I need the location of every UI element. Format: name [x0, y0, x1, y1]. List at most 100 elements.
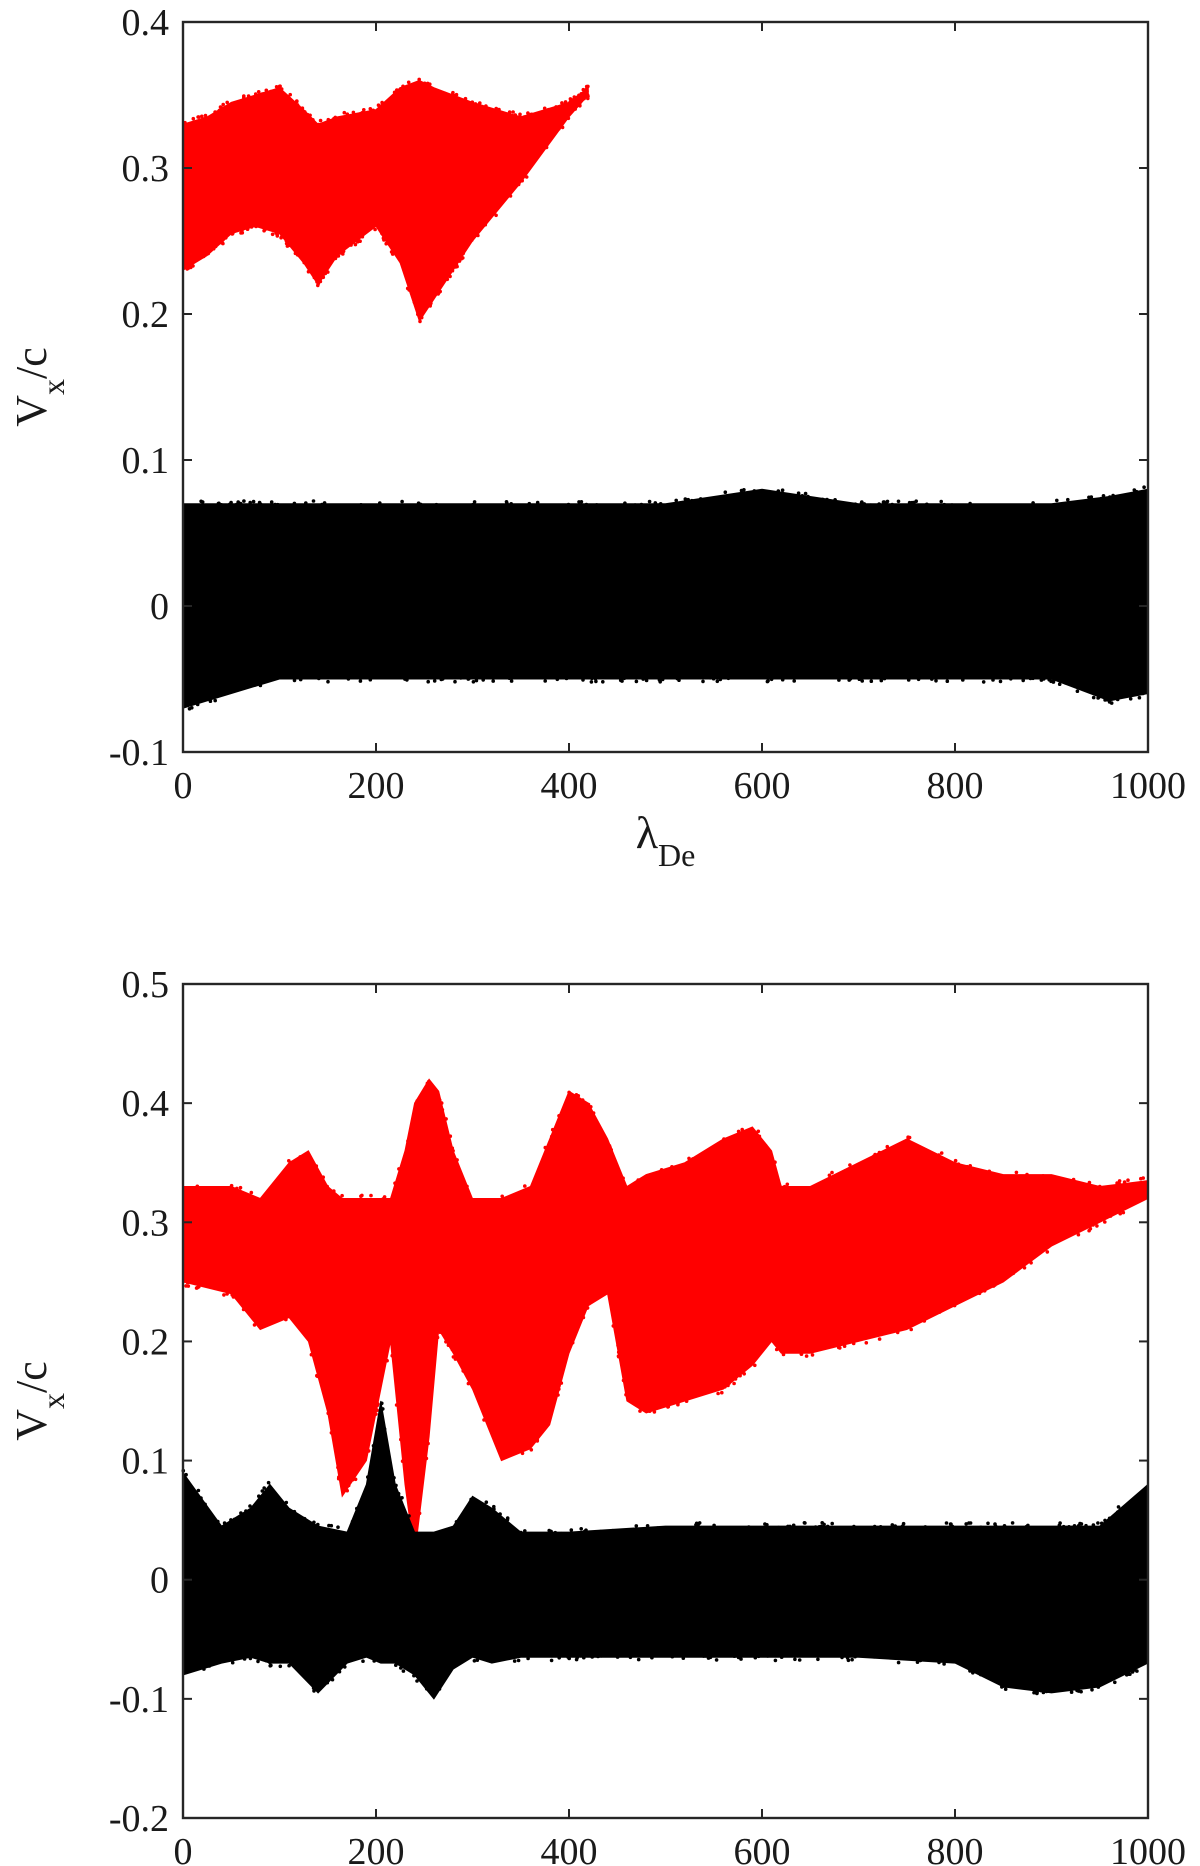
top-black-data-point [1087, 495, 1091, 500]
bottom-black-data-point [766, 1651, 771, 1655]
bottom-red-data-point [843, 1169, 848, 1173]
top-black-data-point [751, 491, 756, 496]
bottom-black-data-point [286, 1510, 290, 1514]
bottom-black-data-point [526, 1656, 530, 1661]
top-black-data-point [1054, 506, 1059, 511]
bottom-black-data-point [932, 1657, 937, 1662]
bottom-red-data-point [1045, 1177, 1049, 1182]
bottom-black-data-point [852, 1524, 856, 1529]
bottom-black-data-point [598, 1529, 603, 1534]
bottom-red-data-point [329, 1431, 334, 1435]
top-black-data-point [885, 499, 890, 504]
top-black-data-point [1128, 697, 1133, 701]
top-red-data-point [306, 269, 311, 274]
bottom-black-data-point [566, 1536, 570, 1541]
bottom-red-data-point [624, 1392, 628, 1397]
bottom-red-data-point [827, 1173, 832, 1178]
bottom-black-data-point [488, 1654, 493, 1659]
bottom-black-data-point [1091, 1523, 1096, 1527]
bottom-red-data-point [522, 1447, 526, 1452]
bottom-black-data-point [536, 1536, 541, 1540]
bottom-red-data-point [535, 1438, 540, 1442]
top-red-data-point [203, 113, 208, 118]
bottom-black-data-point [652, 1527, 657, 1531]
top-black-data-point [882, 507, 886, 512]
top-black-data-point [581, 678, 585, 682]
top-black-data-point [1104, 500, 1109, 505]
bottom-black-data-point [210, 1659, 215, 1663]
bottom-red-data-point [435, 1335, 440, 1340]
bottom-black-data-point [1076, 1689, 1081, 1693]
top-red-data-point [373, 221, 377, 226]
bottom-red-data-point [388, 1339, 393, 1344]
top-red-data-point [242, 96, 246, 100]
bottom-red-data-point [732, 1381, 736, 1386]
bottom-red-data-point [1037, 1250, 1042, 1255]
bottom-black-data-point [1081, 1529, 1086, 1534]
top-black-data-point [216, 507, 221, 512]
bottom-red-data-point [1138, 1181, 1142, 1185]
bottom-black-data-point [819, 1524, 823, 1529]
top-black-data-point [514, 675, 518, 679]
bottom-red-data-point [529, 1448, 534, 1452]
bottom-black-data-point [475, 1658, 480, 1662]
top-black-data-point [637, 672, 641, 676]
top-red-data-point [306, 264, 310, 269]
top-black-data-point [638, 675, 642, 680]
top-black-data-point [323, 505, 327, 510]
top-black-data-point [491, 679, 496, 683]
top-red-data-point [373, 227, 377, 232]
bottom-red-data-point [975, 1289, 979, 1294]
top-black-data-point [316, 675, 321, 680]
bottom-red-data-point [1014, 1170, 1019, 1175]
bottom-black-data-point [602, 1533, 606, 1537]
bottom-red-data-point [763, 1143, 768, 1148]
top-black-data-point [945, 679, 950, 683]
top-black-data-point [383, 506, 388, 511]
bottom-black-data-point [471, 1653, 475, 1658]
bottom-red-data-point [1110, 1188, 1114, 1192]
top-red-data-point [463, 96, 468, 101]
top-black-data-point [825, 497, 829, 502]
bottom-black-data-point [979, 1525, 983, 1530]
bottom-red-data-point [836, 1345, 841, 1350]
bottom-black-data-point [454, 1520, 459, 1524]
bottom-red-data-point [289, 1314, 294, 1319]
bottom-red-data-point [420, 1092, 424, 1097]
bottom-red-data-point [956, 1162, 961, 1166]
top-black-data-point [584, 502, 589, 507]
bottom-black-data-point [342, 1661, 347, 1665]
top-red-data-point [417, 77, 422, 82]
bottom-red-data-point [723, 1385, 727, 1389]
bottom-red-data-point [865, 1161, 870, 1165]
top-red-data-point [419, 315, 424, 320]
bottom-red-data-point [450, 1146, 455, 1150]
top-black-data-point [685, 498, 689, 502]
bottom-black-data-point [1100, 1525, 1105, 1529]
top-black-data-point [308, 507, 313, 511]
top-red-data-point [392, 90, 397, 95]
top-black-data-point [1107, 700, 1112, 704]
bottom-red-data-point [353, 1477, 358, 1482]
bottom-red-data-point [848, 1163, 852, 1167]
top-red-data-point [254, 224, 258, 229]
bottom-red-data-point [738, 1373, 742, 1378]
top-red-data-point [401, 84, 405, 89]
top-black-data-point [974, 674, 978, 678]
top-red-data-point [353, 242, 358, 247]
top-black-data-point [208, 699, 213, 703]
bottom-red-data-point [296, 1321, 301, 1325]
top-black-data-point [1097, 499, 1101, 503]
bottom-scatter-marks [181, 1078, 1149, 1700]
bottom-red-data-point [317, 1174, 322, 1179]
top-red-data-point [330, 122, 334, 126]
top-black-data-point [460, 675, 465, 680]
bottom-red-data-point [1045, 1250, 1050, 1254]
top-red-data-point [566, 116, 571, 121]
top-black-data-point [228, 502, 232, 507]
bottom-red-data-point [1020, 1262, 1024, 1267]
bottom-black-data-point [278, 1664, 283, 1669]
bottom-black-data-point [836, 1650, 840, 1654]
bottom-black-data-point [343, 1665, 347, 1669]
top-black-data-point [319, 674, 324, 679]
